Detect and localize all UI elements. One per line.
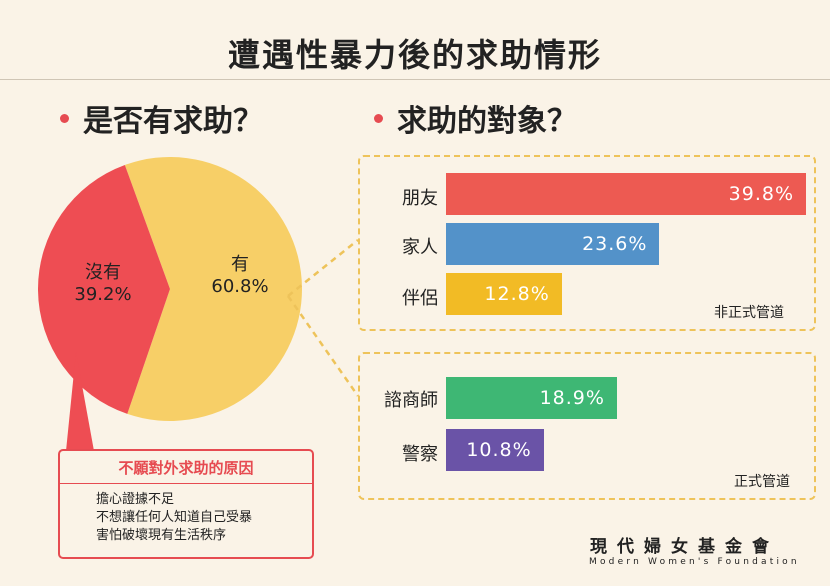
formal-caption: 正式管道 <box>734 474 790 490</box>
bar-family: 23.6% <box>446 223 660 265</box>
formal-group-box <box>358 352 816 500</box>
bar-police: 10.8% <box>446 429 544 471</box>
informal-caption: 非正式管道 <box>714 305 784 321</box>
bar-label-family: 家人 <box>402 237 438 258</box>
connector-informal <box>287 239 359 297</box>
pie-label-no-value: 39.2% <box>74 284 132 305</box>
bar-value-family: 23.6% <box>582 233 648 255</box>
bullet-dot-icon <box>374 114 383 123</box>
connector-formal <box>286 295 360 397</box>
pie-label-yes-value: 60.8% <box>211 276 269 297</box>
bar-partner: 12.8% <box>446 273 562 315</box>
title-divider <box>0 79 830 80</box>
bar-value-partner: 12.8% <box>484 283 550 305</box>
reasons-list: 擔心證據不足 不想讓任何人知道自己受暴 害怕破壞現有生活秩序 <box>60 484 312 545</box>
bar-label-partner: 伴侶 <box>402 288 438 309</box>
reasons-title: 不願對外求助的原因 <box>60 451 312 484</box>
org-name-en: Modern Women's Foundation <box>589 557 800 567</box>
bar-label-friend: 朋友 <box>402 188 438 209</box>
reason-item: 擔心證據不足 <box>96 492 175 507</box>
reasons-box: 不願對外求助的原因 擔心證據不足 不想讓任何人知道自己受暴 害怕破壞現有生活秩序 <box>58 449 314 559</box>
left-heading-text: 是否有求助？ <box>83 104 263 139</box>
pie-label-no-name: 沒有 <box>85 262 121 283</box>
page-title: 遭遇性暴力後的求助情形 <box>227 36 602 74</box>
reason-item: 害怕破壞現有生活秩序 <box>96 528 227 543</box>
org-name: 現代婦女基金會 <box>590 537 779 557</box>
pie-slice-no <box>37 164 170 414</box>
bar-value-police: 10.8% <box>466 439 532 461</box>
pie-label-yes: 有 60.8% <box>210 250 270 297</box>
bar-value-friend: 39.8% <box>728 183 794 205</box>
pie-label-no: 沒有 39.2% <box>68 258 138 305</box>
bar-value-counselor: 18.9% <box>539 387 605 409</box>
reason-pointer <box>66 352 94 451</box>
reason-item: 不想讓任何人知道自己受暴 <box>96 510 253 525</box>
left-heading: 是否有求助？ <box>60 96 263 140</box>
right-heading-text: 求助的對象？ <box>397 104 577 139</box>
right-heading: 求助的對象？ <box>374 96 577 140</box>
pie-label-yes-name: 有 <box>231 254 249 275</box>
pie-slice-yes <box>124 157 303 422</box>
bar-friend: 39.8% <box>446 173 806 215</box>
bar-counselor: 18.9% <box>446 377 617 419</box>
informal-group-box <box>358 155 816 331</box>
bar-label-police: 警察 <box>402 444 438 465</box>
bullet-dot-icon <box>60 114 69 123</box>
bar-label-counselor: 諮商師 <box>384 390 438 411</box>
